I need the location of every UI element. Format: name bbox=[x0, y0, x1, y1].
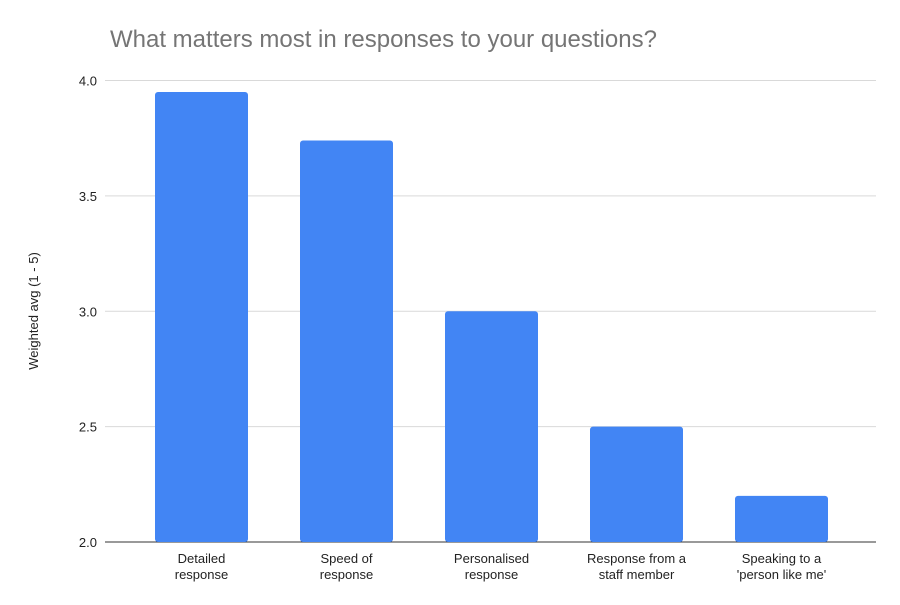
x-tick-label: staff member bbox=[599, 567, 675, 582]
y-tick-label: 2.0 bbox=[79, 535, 97, 550]
bar bbox=[735, 495, 828, 542]
bar bbox=[590, 426, 683, 542]
y-tick-label: 3.0 bbox=[79, 304, 97, 319]
bar bbox=[155, 92, 248, 542]
y-tick-label: 3.5 bbox=[79, 189, 97, 204]
x-tick-label: 'person like me' bbox=[737, 567, 827, 582]
x-tick-label: Personalised bbox=[454, 551, 529, 566]
x-tick-label: response bbox=[175, 567, 228, 582]
x-tick-label: response bbox=[320, 567, 373, 582]
chart-title: What matters most in responses to your q… bbox=[110, 26, 657, 53]
bar bbox=[300, 140, 393, 542]
y-tick-label: 4.0 bbox=[79, 74, 97, 89]
x-tick-label: Detailed bbox=[178, 551, 226, 566]
x-tick-label: Speaking to a bbox=[742, 551, 822, 566]
y-axis-label: Weighted avg (1 - 5) bbox=[26, 252, 41, 370]
bar bbox=[445, 311, 538, 542]
x-tick-label: Speed of bbox=[320, 551, 372, 566]
x-tick-label: response bbox=[465, 567, 518, 582]
y-tick-label: 2.5 bbox=[79, 420, 97, 435]
x-tick-label: Response from a bbox=[587, 551, 687, 566]
